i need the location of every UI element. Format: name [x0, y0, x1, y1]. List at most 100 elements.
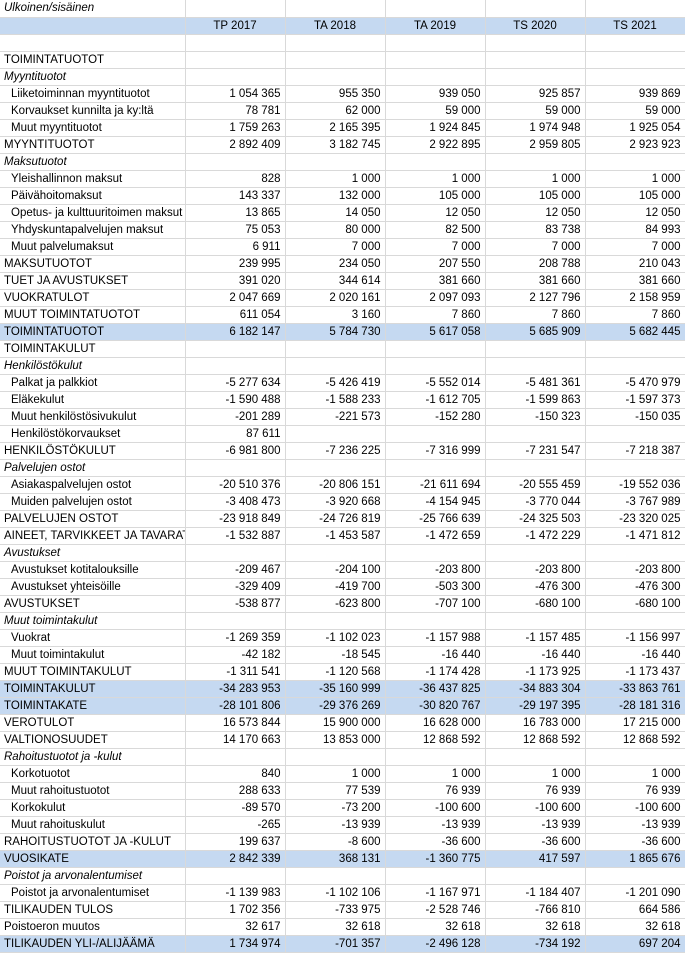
- value-cell[interactable]: [585, 544, 685, 562]
- value-cell[interactable]: 2 097 093: [385, 289, 486, 307]
- value-cell[interactable]: -203 800: [385, 561, 486, 579]
- value-cell[interactable]: 697 204: [585, 935, 685, 953]
- value-cell[interactable]: -1 157 485: [485, 629, 586, 647]
- value-cell[interactable]: 13 853 000: [285, 731, 386, 749]
- value-cell[interactable]: 2 047 669: [185, 289, 286, 307]
- value-cell[interactable]: -33 863 761: [585, 680, 685, 698]
- value-cell[interactable]: [485, 68, 586, 86]
- value-cell[interactable]: 2 127 796: [485, 289, 586, 307]
- value-cell[interactable]: -265: [185, 816, 286, 834]
- row-label-cell[interactable]: MUUT TOIMINTAKULUT: [0, 663, 186, 681]
- row-label-cell[interactable]: AINEET, TARVIKKEET JA TAVARAT: [0, 527, 186, 545]
- value-cell[interactable]: 3 160: [285, 306, 386, 324]
- value-cell[interactable]: 7 000: [285, 238, 386, 256]
- value-cell[interactable]: -1 453 587: [285, 527, 386, 545]
- value-cell[interactable]: 1 734 974: [185, 935, 286, 953]
- value-cell[interactable]: -1 597 373: [585, 391, 685, 409]
- row-label-cell[interactable]: TOIMINTAKATE: [0, 697, 186, 715]
- value-cell[interactable]: 208 788: [485, 255, 586, 273]
- value-cell[interactable]: -623 800: [285, 595, 386, 613]
- value-cell[interactable]: 2 923 923: [585, 136, 685, 154]
- value-cell[interactable]: 2 922 895: [385, 136, 486, 154]
- value-cell[interactable]: -34 883 304: [485, 680, 586, 698]
- value-cell[interactable]: -100 600: [585, 799, 685, 817]
- value-cell[interactable]: 59 000: [585, 102, 685, 120]
- column-header[interactable]: TS 2020: [485, 17, 586, 35]
- value-cell[interactable]: -221 573: [285, 408, 386, 426]
- row-label-cell[interactable]: VEROTULOT: [0, 714, 186, 732]
- value-cell[interactable]: -5 481 361: [485, 374, 586, 392]
- value-cell[interactable]: -20 510 376: [185, 476, 286, 494]
- value-cell[interactable]: [185, 459, 286, 477]
- row-label-cell[interactable]: Avustukset kotitalouksille: [0, 561, 186, 579]
- row-label-cell[interactable]: MUUT TOIMINTATUOTOT: [0, 306, 186, 324]
- value-cell[interactable]: -1 472 659: [385, 527, 486, 545]
- value-cell[interactable]: [585, 357, 685, 375]
- value-cell[interactable]: -3 920 668: [285, 493, 386, 511]
- row-label-cell[interactable]: Palkat ja palkkiot: [0, 374, 186, 392]
- row-label-cell[interactable]: TOIMINTAKULUT: [0, 340, 186, 358]
- value-cell[interactable]: 1 000: [285, 765, 386, 783]
- row-label-cell[interactable]: Myyntituotot: [0, 68, 186, 86]
- value-cell[interactable]: -29 197 395: [485, 697, 586, 715]
- value-cell[interactable]: 925 857: [485, 85, 586, 103]
- row-label-cell[interactable]: [0, 34, 186, 52]
- value-cell[interactable]: -203 800: [485, 561, 586, 579]
- row-label-cell[interactable]: Korkokulut: [0, 799, 186, 817]
- value-cell[interactable]: 2 892 409: [185, 136, 286, 154]
- value-cell[interactable]: 381 660: [485, 272, 586, 290]
- value-cell[interactable]: -3 767 989: [585, 493, 685, 511]
- value-cell[interactable]: -18 545: [285, 646, 386, 664]
- value-cell[interactable]: -1 167 971: [385, 884, 486, 902]
- value-cell[interactable]: 3 182 745: [285, 136, 386, 154]
- value-cell[interactable]: -30 820 767: [385, 697, 486, 715]
- value-cell[interactable]: [285, 748, 386, 766]
- value-cell[interactable]: [485, 612, 586, 630]
- value-cell[interactable]: 234 050: [285, 255, 386, 273]
- value-cell[interactable]: -42 182: [185, 646, 286, 664]
- value-cell[interactable]: [185, 357, 286, 375]
- value-cell[interactable]: -36 600: [485, 833, 586, 851]
- value-cell[interactable]: [285, 340, 386, 358]
- value-cell[interactable]: [385, 425, 486, 443]
- value-cell[interactable]: -16 440: [585, 646, 685, 664]
- column-header[interactable]: TS 2021: [585, 17, 685, 35]
- value-cell[interactable]: -329 409: [185, 578, 286, 596]
- value-cell[interactable]: [185, 340, 286, 358]
- value-cell[interactable]: 344 614: [285, 272, 386, 290]
- value-cell[interactable]: 664 586: [585, 901, 685, 919]
- value-cell[interactable]: -16 440: [485, 646, 586, 664]
- value-cell[interactable]: [585, 748, 685, 766]
- value-cell[interactable]: 1 000: [385, 170, 486, 188]
- value-cell[interactable]: -13 939: [485, 816, 586, 834]
- value-cell[interactable]: [285, 68, 386, 86]
- row-label-cell[interactable]: Eläkekulut: [0, 391, 186, 409]
- value-cell[interactable]: 105 000: [485, 187, 586, 205]
- value-cell[interactable]: -100 600: [385, 799, 486, 817]
- value-cell[interactable]: -1 120 568: [285, 663, 386, 681]
- value-cell[interactable]: 32 618: [385, 918, 486, 936]
- row-label-cell[interactable]: TOIMINTATUOTOT: [0, 51, 186, 69]
- value-cell[interactable]: -4 154 945: [385, 493, 486, 511]
- value-cell[interactable]: -1 184 407: [485, 884, 586, 902]
- value-cell[interactable]: 76 939: [385, 782, 486, 800]
- value-cell[interactable]: 381 660: [585, 272, 685, 290]
- value-cell[interactable]: 59 000: [385, 102, 486, 120]
- value-cell[interactable]: [285, 357, 386, 375]
- value-cell[interactable]: 7 000: [585, 238, 685, 256]
- value-cell[interactable]: -1 102 106: [285, 884, 386, 902]
- value-cell[interactable]: [485, 340, 586, 358]
- value-cell[interactable]: [385, 867, 486, 885]
- row-label-cell[interactable]: PALVELUJEN OSTOT: [0, 510, 186, 528]
- row-label-cell[interactable]: Palvelujen ostot: [0, 459, 186, 477]
- value-cell[interactable]: [285, 867, 386, 885]
- value-cell[interactable]: -5 426 419: [285, 374, 386, 392]
- value-cell[interactable]: [485, 357, 586, 375]
- value-cell[interactable]: 16 783 000: [485, 714, 586, 732]
- value-cell[interactable]: 2 959 805: [485, 136, 586, 154]
- value-cell[interactable]: [185, 867, 286, 885]
- value-cell[interactable]: 83 738: [485, 221, 586, 239]
- value-cell[interactable]: 12 050: [385, 204, 486, 222]
- value-cell[interactable]: -204 100: [285, 561, 386, 579]
- row-label-cell[interactable]: Liiketoiminnan myyntituotot: [0, 85, 186, 103]
